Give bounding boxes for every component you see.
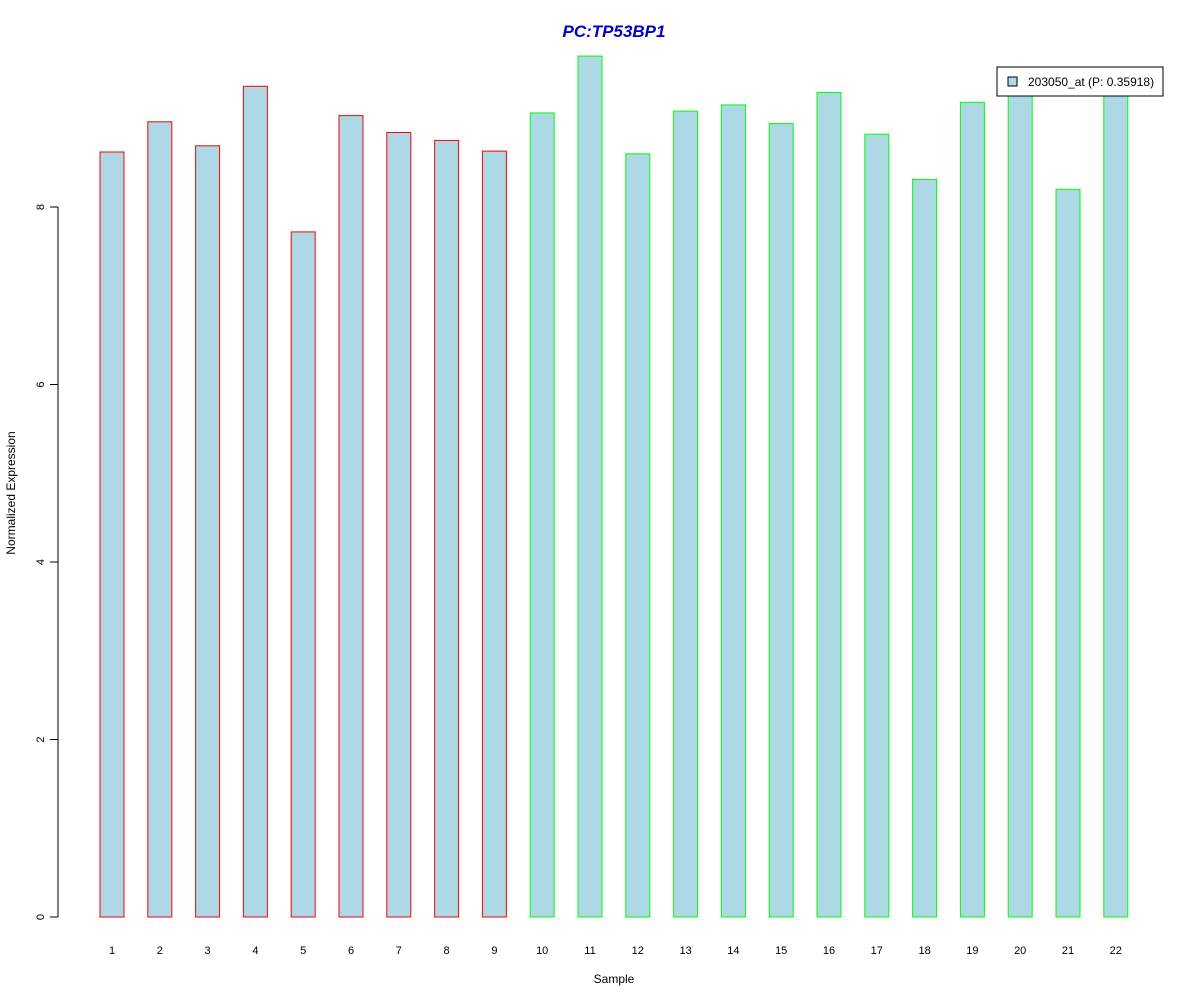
x-tick-label: 3 bbox=[205, 945, 211, 957]
bar-sample-21 bbox=[1055, 188, 1081, 918]
bar-sample-8 bbox=[434, 139, 460, 918]
bar-sample-7 bbox=[386, 132, 412, 918]
x-tick-label: 11 bbox=[584, 945, 595, 957]
x-tick-label: 4 bbox=[252, 945, 258, 957]
bar-sample-3 bbox=[195, 145, 221, 918]
bar-sample-9 bbox=[481, 150, 507, 918]
bar-sample-12 bbox=[625, 153, 651, 918]
x-tick-label: 5 bbox=[300, 945, 306, 957]
x-tick-label: 2 bbox=[157, 945, 163, 957]
x-tick-label: 20 bbox=[1014, 945, 1026, 957]
bar-sample-5 bbox=[290, 231, 316, 918]
bar-sample-22 bbox=[1103, 88, 1129, 918]
y-tick-label: 0 bbox=[35, 914, 47, 920]
bar-sample-10 bbox=[529, 112, 555, 918]
x-tick-label: 19 bbox=[966, 945, 978, 957]
x-tick-label: 8 bbox=[444, 945, 450, 957]
x-tick-label: 14 bbox=[727, 945, 739, 957]
legend-swatch bbox=[1007, 76, 1018, 87]
x-tick-label: 1 bbox=[109, 945, 115, 957]
x-tick-label: 15 bbox=[775, 945, 787, 957]
x-tick-label: 9 bbox=[491, 945, 497, 957]
x-tick-label: 13 bbox=[679, 945, 691, 957]
y-axis: 0 2 4 6 8 bbox=[35, 204, 59, 920]
x-tick-label: 12 bbox=[632, 945, 644, 957]
y-tick-label: 2 bbox=[35, 736, 47, 742]
chart-title: PC:TP53BP1 bbox=[563, 22, 666, 41]
x-tick-labels: 1 2 3 4 5 6 7 8 9 10 11 12 13 14 15 16 17 18 19 20 21 22 bbox=[109, 945, 1122, 957]
legend-label: 203050_at (P: 0.35918) bbox=[1028, 75, 1154, 89]
bar-sample-11 bbox=[577, 55, 603, 918]
y-axis-label: Normalized Expression bbox=[4, 431, 18, 554]
x-tick-label: 10 bbox=[536, 945, 548, 957]
bar-sample-13 bbox=[673, 110, 699, 918]
bar-sample-4 bbox=[242, 85, 268, 918]
bar-sample-1 bbox=[99, 151, 125, 918]
x-tick-label: 16 bbox=[823, 945, 835, 957]
bar-sample-2 bbox=[147, 121, 173, 918]
legend-box bbox=[996, 66, 1164, 97]
x-tick-label: 17 bbox=[871, 945, 883, 957]
bar-sample-17 bbox=[864, 133, 890, 918]
bar-sample-15 bbox=[768, 123, 794, 918]
bar-sample-18 bbox=[912, 179, 938, 918]
bar-sample-16 bbox=[816, 92, 842, 918]
bar-sample-14 bbox=[720, 104, 746, 918]
y-tick-label: 8 bbox=[35, 204, 47, 210]
bar-sample-19 bbox=[959, 101, 985, 918]
bar-sample-6 bbox=[338, 115, 364, 918]
y-tick-label: 4 bbox=[35, 559, 47, 565]
x-tick-label: 22 bbox=[1110, 945, 1122, 957]
legend: 203050_at (P: 0.35918) bbox=[996, 66, 1164, 97]
y-tick-label: 6 bbox=[35, 381, 47, 387]
x-tick-label: 18 bbox=[918, 945, 930, 957]
x-tick-label: 21 bbox=[1062, 945, 1074, 957]
x-tick-label: 6 bbox=[348, 945, 354, 957]
bars bbox=[99, 55, 1129, 918]
x-tick-label: 7 bbox=[396, 945, 402, 957]
bar-sample-20 bbox=[1007, 89, 1033, 918]
x-axis-label: Sample bbox=[594, 972, 635, 986]
